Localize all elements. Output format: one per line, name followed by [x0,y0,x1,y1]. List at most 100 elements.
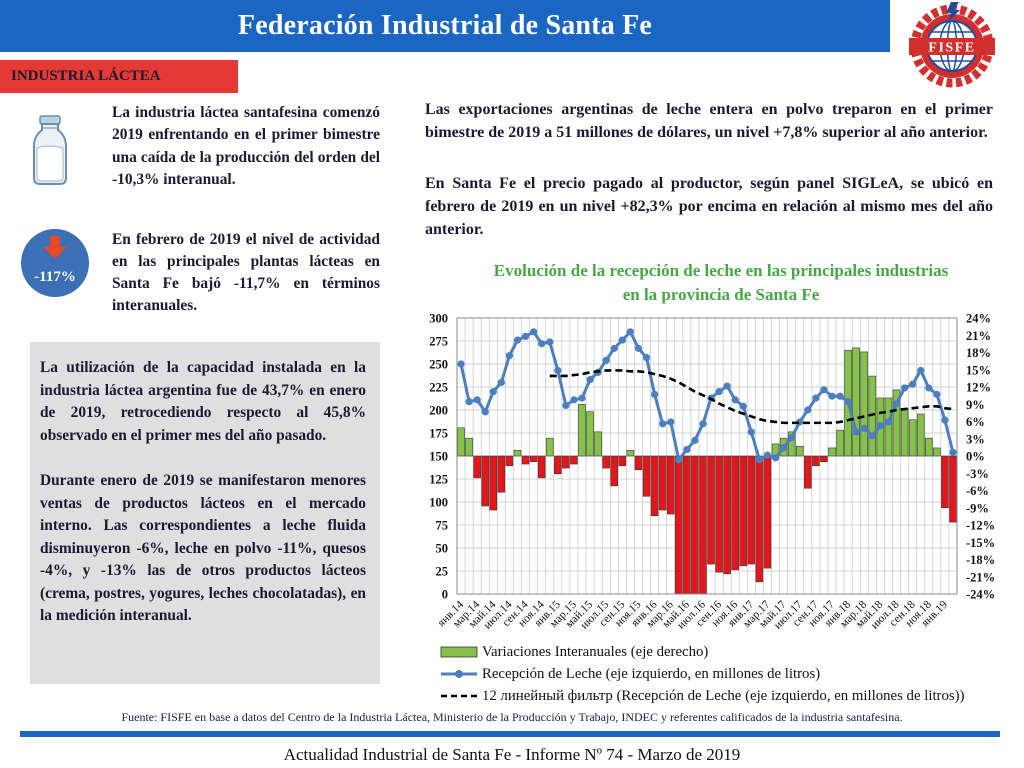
dairy-production-paragraph: La industria láctea santafesina comenzó … [112,104,380,188]
chart-legend: Variaciones Interanuales (eje derecho) R… [440,641,1010,707]
bar [941,455,949,509]
reception-point [675,456,683,464]
bar [933,447,941,457]
reception-point [892,399,901,408]
left-axis-tick-label: 75 [436,519,449,533]
legend-bar-swatch [440,646,478,658]
bar [570,455,578,465]
capacity-paragraph: La utilización de la capacidad instalada… [40,359,366,444]
right-axis-tick-label: 3% [966,432,985,446]
bar [916,413,925,457]
reception-point [868,432,876,440]
reception-point [763,451,772,459]
bar [691,455,699,595]
badge-value: -117% [34,269,76,285]
reception-point [739,402,747,410]
reception-point [747,428,755,436]
bar [602,455,610,469]
left-axis-tick-label: 0 [442,588,448,602]
legend-label: 12 линейный фильтр (Recepción de Leche (… [482,687,965,704]
reception-point [650,390,659,398]
bar [634,455,643,471]
left-axis-tick-label: 150 [429,450,448,464]
right-axis-tick-label: -6% [966,484,989,498]
bar [545,437,554,457]
chart-title-line: Evolución de la recepción de leche en la… [493,261,949,280]
reception-point [554,366,562,375]
reception-point [521,332,530,340]
right-axis-tick-label: 24% [966,312,991,326]
right-axis-tick-label: -21% [966,570,995,584]
bar [610,455,619,487]
reception-point [530,328,538,336]
reception-point [538,340,546,348]
reception-point [626,328,634,336]
right-axis-tick-label: 21% [966,329,991,343]
reception-point [917,366,925,375]
reception-point [578,394,586,402]
badge-circle [21,229,89,297]
reception-point [465,398,473,406]
legend-dashed-swatch [441,694,477,698]
reception-point [562,401,570,409]
right-axis-tick-label: 15% [966,363,991,377]
reception-point [852,428,860,436]
page-title: Federación Industrial de Santa Fe [237,10,653,41]
reception-point [642,353,651,362]
bar [489,455,498,511]
bar [747,455,756,565]
bar [715,455,723,573]
reception-point [602,356,610,364]
right-axis-tick-label: 9% [966,398,985,412]
reception-point [586,376,594,384]
domestic-sales-paragraph: Durante enero de 2019 se manifestaron me… [40,472,366,624]
reception-point [659,420,667,428]
bar [683,455,691,595]
milk-bottle-icon [33,115,67,185]
reception-point [546,338,554,346]
reception-point [473,396,481,404]
bar [707,455,715,565]
reception-point [497,378,505,386]
capacity-sales-box [30,342,380,684]
reception-point [828,392,836,400]
left-axis-tick-label: 125 [429,473,448,487]
reception-point [513,336,522,344]
logo-bolt-icon [946,2,960,23]
producer-price-paragraph: En Santa Fe el precio pagado al producto… [425,175,993,238]
bar [465,437,473,457]
right-axis-tick-label: -9% [966,501,989,515]
bar [650,455,659,517]
left-axis-tick-label: 275 [429,335,448,349]
reception-point [804,406,812,414]
right-axis-tick-label: -3% [966,467,989,481]
right-axis-tick-label: -15% [966,536,995,550]
reception-point [683,445,691,454]
reception-point [481,408,489,416]
reception-point [610,344,618,352]
reception-point [570,396,578,404]
reception-point [876,422,884,430]
logo-text: FISFE [928,41,975,56]
reception-point [771,454,780,462]
bar [675,455,683,595]
bar [513,449,522,457]
right-axis-tick-label: 6% [966,415,985,429]
moving-average-line [549,369,954,425]
source-note: Fuente: FISFE en base a datos del Centro… [121,710,903,724]
reception-point [949,448,957,456]
reception-point [691,436,699,444]
left-axis-tick-label: 225 [429,381,448,395]
down-arrow-icon [43,236,67,259]
left-axis-tick-label: 100 [429,496,448,510]
bar [908,419,917,457]
bar [739,455,748,567]
bar [626,449,635,457]
bar [586,411,594,457]
reception-point [860,424,868,432]
reception-point [844,398,852,406]
bar [578,403,586,457]
bar [836,429,844,457]
reception-point [489,388,497,396]
reception-point [820,386,828,394]
